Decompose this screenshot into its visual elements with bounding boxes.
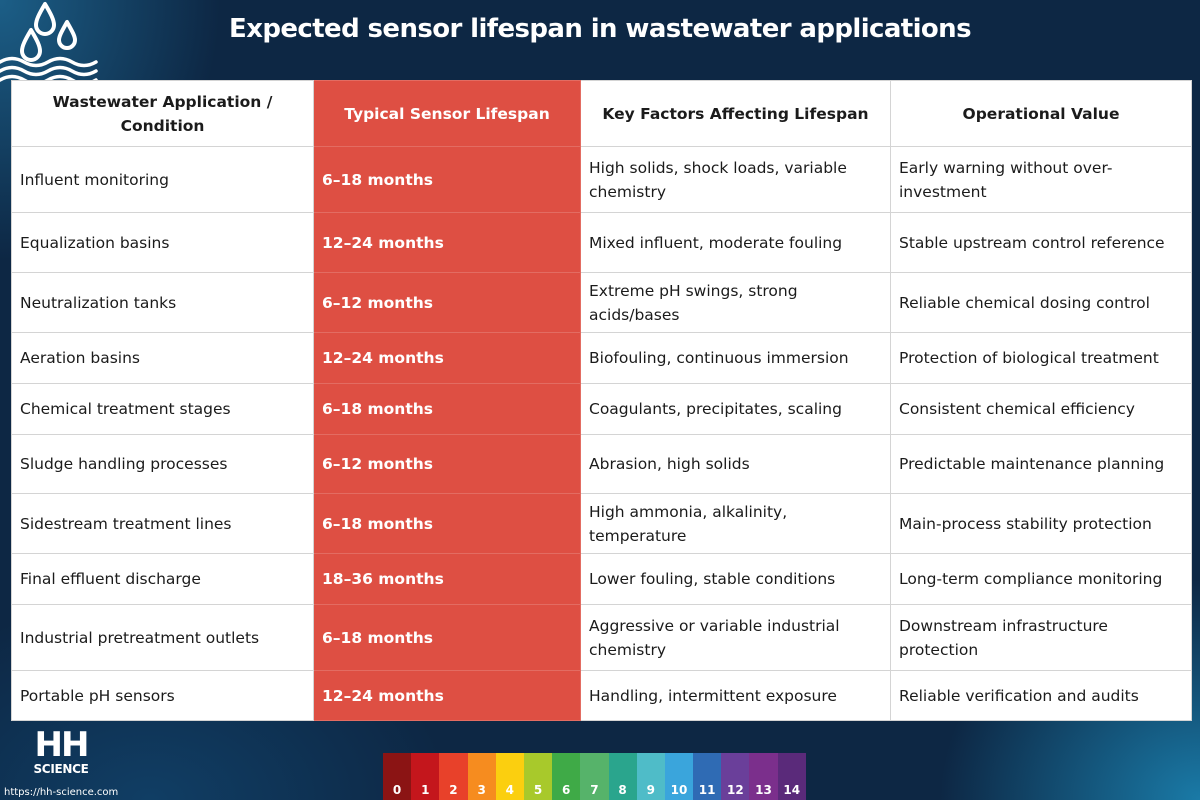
table-row: Sludge handling processes 6–12 months Ab…	[11, 434, 1192, 494]
cell-lifespan: 6–12 months	[313, 434, 581, 494]
cell-value: Stable upstream control reference	[890, 212, 1192, 273]
ph-swatch: 14	[777, 753, 806, 800]
cell-lifespan: 12–24 months	[313, 212, 581, 273]
cell-factors: High ammonia, alkalinity, temperature	[580, 493, 891, 554]
ph-swatch-label: 8	[618, 783, 627, 797]
cell-factors: High solids, shock loads, variable chemi…	[580, 146, 891, 213]
ph-swatch: 10	[664, 753, 694, 800]
ph-swatch-label: 3	[477, 783, 486, 797]
cell-factors: Extreme pH swings, strong acids/bases	[580, 272, 891, 333]
cell-application: Industrial pretreatment outlets	[11, 604, 314, 671]
cell-lifespan: 6–18 months	[313, 383, 581, 435]
cell-application: Influent monitoring	[11, 146, 314, 213]
cell-lifespan: 6–12 months	[313, 272, 581, 333]
cell-factors: Abrasion, high solids	[580, 434, 891, 494]
table-row: Aeration basins 12–24 months Biofouling,…	[11, 332, 1192, 384]
cell-application: Neutralization tanks	[11, 272, 314, 333]
hh-science-logo: HH SCIENCE	[26, 728, 96, 776]
table-row: Equalization basins 12–24 months Mixed i…	[11, 212, 1192, 273]
ph-swatch-label: 13	[755, 783, 772, 797]
ph-swatch: 8	[608, 753, 637, 800]
cell-factors: Lower fouling, stable conditions	[580, 553, 891, 605]
ph-swatch-label: 10	[670, 783, 688, 797]
ph-swatch-label: 11	[698, 783, 716, 797]
cell-application: Sludge handling processes	[11, 434, 314, 494]
ph-swatch-label: 5	[533, 783, 543, 797]
cell-value: Protection of biological treatment	[890, 332, 1192, 384]
ph-swatch: 0	[383, 753, 412, 800]
cell-value: Reliable chemical dosing control	[890, 272, 1192, 333]
ph-swatch-label: 1	[421, 783, 430, 797]
ph-swatch: 9	[636, 753, 665, 800]
cell-lifespan: 6–18 months	[313, 493, 581, 554]
cell-value: Consistent chemical efficiency	[890, 383, 1192, 435]
cell-factors: Handling, intermittent exposure	[580, 670, 891, 721]
ph-swatch-label: 12	[726, 783, 744, 797]
cell-application: Equalization basins	[11, 212, 314, 273]
table-row: Chemical treatment stages 6–18 months Co…	[11, 383, 1192, 435]
sensor-lifespan-table: Wastewater Application / Condition Typic…	[11, 80, 1192, 721]
header-lifespan: Typical Sensor Lifespan	[313, 80, 581, 147]
ph-swatch-label: 2	[449, 783, 458, 797]
ph-swatch-label: 7	[590, 783, 599, 797]
ph-swatch: 5	[523, 753, 553, 800]
cell-factors: Aggressive or variable industrial chemis…	[580, 604, 891, 671]
header-factors: Key Factors Affecting Lifespan	[580, 80, 891, 147]
table-row: Industrial pretreatment outlets 6–18 mon…	[11, 604, 1192, 671]
cell-value: Early warning without over-investment	[890, 146, 1192, 213]
cell-value: Downstream infrastructure protection	[890, 604, 1192, 671]
cell-lifespan: 6–18 months	[313, 604, 581, 671]
cell-lifespan: 6–18 months	[313, 146, 581, 213]
ph-swatch-label: 9	[646, 783, 655, 797]
ph-swatch-label: 4	[505, 783, 515, 797]
cell-value: Long-term compliance monitoring	[890, 553, 1192, 605]
cell-application: Chemical treatment stages	[11, 383, 314, 435]
ph-scale-bar: 0 1 2 3 4 5 6 7 8 9 10 11 12 13 14	[383, 753, 806, 800]
website-url: https://hh-science.com	[4, 787, 119, 798]
header-application: Wastewater Application / Condition	[11, 80, 314, 147]
ph-swatch: 3	[467, 753, 496, 800]
table-row: Influent monitoring 6–18 months High sol…	[11, 146, 1192, 213]
cell-factors: Biofouling, continuous immersion	[580, 332, 891, 384]
table-header-row: Wastewater Application / Condition Typic…	[11, 80, 1192, 147]
ph-swatch: 7	[580, 753, 609, 800]
cell-application: Portable pH sensors	[11, 670, 314, 721]
cell-factors: Coagulants, precipitates, scaling	[580, 383, 891, 435]
cell-application: Aeration basins	[11, 332, 314, 384]
ph-swatch: 4	[495, 753, 524, 800]
logo-letters: HH	[34, 725, 90, 765]
ph-swatch-label: 14	[783, 783, 801, 797]
ph-swatch: 1	[411, 753, 440, 800]
table-row: Sidestream treatment lines 6–18 months H…	[11, 493, 1192, 554]
page-title: Expected sensor lifespan in wastewater a…	[229, 14, 972, 44]
cell-lifespan: 12–24 months	[313, 670, 581, 721]
ph-swatch: 13	[749, 753, 778, 800]
table-row: Portable pH sensors 12–24 months Handlin…	[11, 670, 1192, 721]
cell-lifespan: 18–36 months	[313, 553, 581, 605]
cell-value: Predictable maintenance planning	[890, 434, 1192, 494]
cell-lifespan: 12–24 months	[313, 332, 581, 384]
table-row: Final effluent discharge 18–36 months Lo…	[11, 553, 1192, 605]
cell-value: Main-process stability protection	[890, 493, 1192, 554]
table-row: Neutralization tanks 6–12 months Extreme…	[11, 272, 1192, 333]
ph-swatch-label: 0	[392, 783, 402, 797]
cell-application: Sidestream treatment lines	[11, 493, 314, 554]
header-value: Operational Value	[890, 80, 1192, 147]
ph-swatch-label: 6	[562, 783, 571, 797]
cell-value: Reliable verification and audits	[890, 670, 1192, 721]
ph-swatch: 2	[439, 753, 468, 800]
ph-swatch: 11	[693, 753, 722, 800]
cell-application: Final effluent discharge	[11, 553, 314, 605]
ph-swatch: 12	[721, 753, 750, 800]
cell-factors: Mixed influent, moderate fouling	[580, 212, 891, 273]
ph-swatch: 6	[552, 753, 581, 800]
logo-word: SCIENCE	[33, 762, 89, 776]
